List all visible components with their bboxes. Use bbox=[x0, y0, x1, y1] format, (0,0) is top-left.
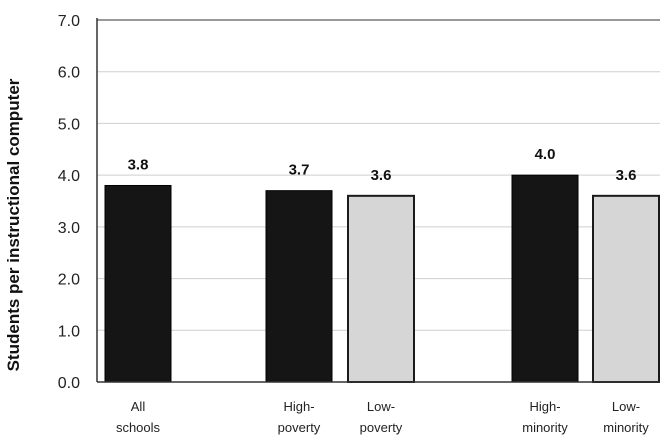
value-labels: 3.8 3.7 3.6 4.0 3.6 bbox=[128, 146, 637, 184]
x-tick-label: minority bbox=[603, 420, 649, 435]
y-axis-label: Students per instructional computer bbox=[4, 78, 23, 371]
bar-value-label: 4.0 bbox=[535, 146, 556, 163]
y-tick-labels: 0.0 1.0 2.0 3.0 4.0 5.0 6.0 7.0 bbox=[58, 13, 80, 392]
bar bbox=[592, 194, 660, 383]
bar bbox=[265, 190, 333, 383]
bars bbox=[104, 174, 660, 383]
y-tick-label: 6.0 bbox=[58, 65, 80, 82]
x-tick-label: High- bbox=[283, 399, 314, 414]
x-tick-label: schools bbox=[116, 420, 161, 435]
bar-value-label: 3.8 bbox=[128, 156, 149, 173]
y-tick-label: 5.0 bbox=[58, 116, 80, 133]
x-tick-label: minority bbox=[522, 420, 568, 435]
category-labels: All schools High-poverty Low-poverty High-mi… bbox=[116, 399, 649, 435]
y-tick-label: 4.0 bbox=[58, 168, 80, 185]
x-tick-label: Low- bbox=[367, 399, 395, 414]
bar bbox=[104, 184, 172, 383]
axes bbox=[96, 18, 660, 383]
y-tick-label: 1.0 bbox=[58, 323, 80, 340]
bar-value-label: 3.6 bbox=[371, 167, 392, 184]
bar bbox=[347, 194, 415, 383]
bar-value-label: 3.7 bbox=[289, 162, 310, 179]
y-tick-label: 7.0 bbox=[58, 13, 80, 30]
bar-value-label: 3.6 bbox=[616, 167, 637, 184]
bar bbox=[511, 174, 579, 383]
x-tick-label: poverty bbox=[278, 420, 321, 435]
x-tick-label: All bbox=[131, 399, 146, 414]
y-tick-label: 0.0 bbox=[58, 375, 80, 392]
x-tick-label: poverty bbox=[360, 420, 403, 435]
y-tick-label: 2.0 bbox=[58, 272, 80, 289]
y-tick-label: 3.0 bbox=[58, 220, 80, 237]
x-tick-label: High- bbox=[529, 399, 560, 414]
x-tick-label: Low- bbox=[612, 399, 640, 414]
